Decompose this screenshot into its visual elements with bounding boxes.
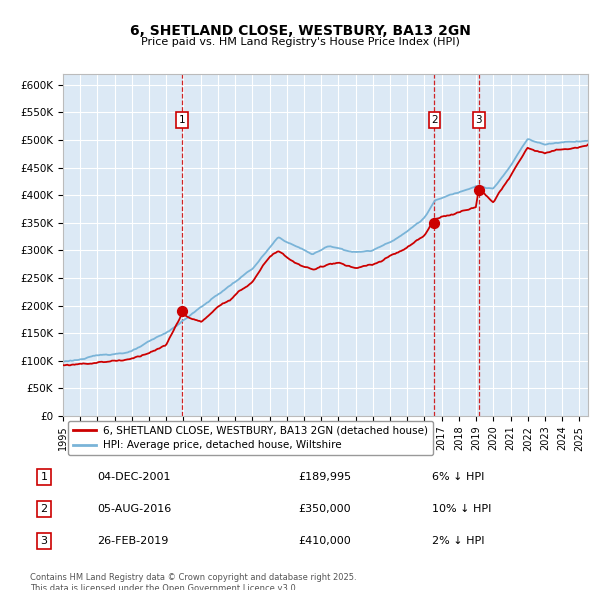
Text: 2: 2 [431,115,438,125]
Text: 6, SHETLAND CLOSE, WESTBURY, BA13 2GN: 6, SHETLAND CLOSE, WESTBURY, BA13 2GN [130,24,470,38]
Text: 04-DEC-2001: 04-DEC-2001 [97,472,170,482]
Legend: 6, SHETLAND CLOSE, WESTBURY, BA13 2GN (detached house), HPI: Average price, deta: 6, SHETLAND CLOSE, WESTBURY, BA13 2GN (d… [68,421,433,455]
Text: 1: 1 [40,472,47,482]
Text: 2: 2 [40,504,47,514]
Text: 3: 3 [40,536,47,546]
Point [430,218,439,228]
Text: 1: 1 [179,115,185,125]
Text: £350,000: £350,000 [298,504,350,514]
Text: 6% ↓ HPI: 6% ↓ HPI [432,472,484,482]
Text: 2% ↓ HPI: 2% ↓ HPI [432,536,484,546]
Point [474,185,484,194]
Text: 05-AUG-2016: 05-AUG-2016 [97,504,171,514]
Point [178,306,187,316]
Text: £410,000: £410,000 [298,536,350,546]
Text: £189,995: £189,995 [298,472,351,482]
Text: 3: 3 [475,115,482,125]
Text: 10% ↓ HPI: 10% ↓ HPI [432,504,491,514]
Text: Contains HM Land Registry data © Crown copyright and database right 2025.
This d: Contains HM Land Registry data © Crown c… [30,573,356,590]
Text: Price paid vs. HM Land Registry's House Price Index (HPI): Price paid vs. HM Land Registry's House … [140,37,460,47]
Text: 26-FEB-2019: 26-FEB-2019 [97,536,169,546]
